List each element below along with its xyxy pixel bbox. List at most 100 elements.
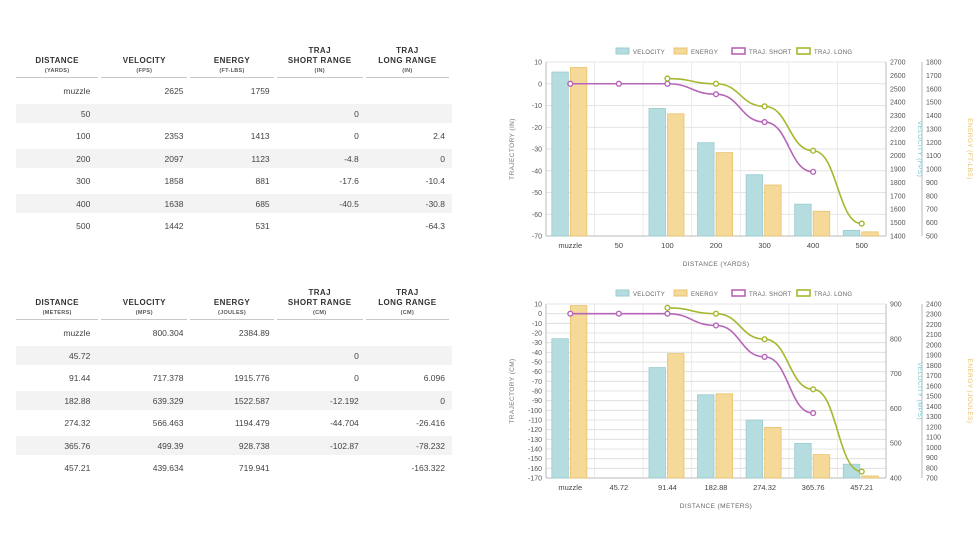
y3-axis-title: ENERGY (FT-LBS): [966, 118, 973, 180]
legend-swatch: [615, 47, 630, 55]
table-row: 274.32 566.463 1194.479 -44.704 -26.416: [16, 414, 452, 433]
traj-long-point: [712, 80, 720, 87]
table-cell: muzzle: [63, 328, 91, 338]
y-tick-label: -70: [532, 379, 542, 386]
traj-short-point: [712, 91, 720, 98]
y3-tick-label: 1200: [926, 140, 942, 147]
y3-tick-label: 500: [926, 234, 938, 241]
table-row: 50 0: [16, 104, 452, 123]
y-tick-label: 10: [534, 302, 542, 309]
x-tick-label: 274.32: [753, 483, 776, 492]
traj-long-point: [664, 304, 671, 311]
y3-axis-title: ENERGY (JOULES): [966, 359, 973, 424]
column-header: ENERGY (FT-LBS): [190, 44, 274, 78]
y-axis-title: TRAJECTORY (CM): [509, 358, 516, 423]
y2-axis-title: VELOCITY (MPS): [916, 362, 923, 420]
table-cell: -78.232: [416, 440, 445, 451]
x-tick-label: 365.76: [802, 483, 825, 492]
y-tick-label: -120: [528, 427, 542, 434]
legend-label: TRAJ. SHORT: [749, 50, 792, 56]
table-cell: 91.44: [69, 373, 91, 383]
table-row: 200 2097 1123 -4.8 0: [16, 149, 452, 168]
legend-item: ENERGY: [673, 289, 718, 298]
y3-tick-label: 1800: [926, 363, 942, 370]
table-cell: 274.32: [64, 418, 91, 428]
legend-swatch: [796, 47, 811, 55]
energy-bar: [715, 393, 733, 479]
traj-long-point: [810, 386, 817, 393]
y-tick-label: -40: [532, 350, 542, 357]
column-header-label: TRAJ LONG RANGE: [378, 288, 437, 307]
column-header-unit: (IN): [402, 68, 413, 74]
table-cell: 1858: [164, 176, 184, 186]
y2-tick-label: 900: [890, 302, 902, 309]
y3-tick-label: 900: [926, 455, 938, 462]
velocity-bar: [697, 142, 715, 237]
traj-long-point: [858, 468, 865, 475]
legend-label: TRAJ. SHORT: [749, 292, 792, 298]
y-tick-label: -80: [532, 389, 542, 396]
energy-bar: [861, 231, 879, 237]
table-cell: 182.88: [64, 395, 91, 406]
column-header: TRAJ SHORT RANGE (IN): [276, 44, 363, 78]
velocity-bar: [794, 443, 812, 479]
table-cell: 2097: [164, 153, 184, 164]
traj-short-point: [567, 310, 574, 317]
y3-tick-label: 1100: [926, 153, 941, 160]
velocity-bar: [648, 108, 666, 237]
x-tick-label: 50: [615, 241, 623, 250]
legend-label: VELOCITY: [633, 292, 665, 298]
y2-tick-label: 1800: [890, 180, 906, 187]
metric-ballistics-chart: VELOCITY ENERGY TRAJ. SHORT TRAJ. LONG 10 0 -1…: [509, 289, 973, 510]
column-header-label: TRAJ SHORT RANGE: [287, 288, 352, 307]
table-row: 100 2353 1413 0 2.4: [16, 127, 452, 146]
legend-swatch: [673, 289, 688, 297]
y2-tick-label: 2200: [890, 126, 906, 133]
traj-short-point: [664, 310, 671, 317]
traj-short-point: [664, 80, 671, 87]
traj-long-line: [667, 77, 862, 225]
velocity-bar: [697, 394, 715, 479]
table-cell: 1915.776: [234, 373, 270, 383]
y2-tick-label: 1500: [890, 220, 906, 227]
traj-long-point: [761, 103, 768, 110]
y3-tick-label: 1400: [926, 404, 942, 411]
column-header: TRAJ LONG RANGE (CM): [365, 286, 449, 320]
y-tick-label: -30: [532, 147, 542, 154]
table-cell: 2625: [164, 86, 184, 96]
y-tick-label: -60: [532, 212, 542, 219]
column-header-unit: (CM): [400, 310, 415, 316]
column-header: VELOCITY (FPS): [101, 44, 188, 78]
column-header: ENERGY (JOULES): [190, 286, 274, 320]
table-row: muzzle 800.304 2384.89: [16, 324, 452, 343]
legend-swatch: [796, 289, 811, 297]
column-header-unit: (METERS): [42, 310, 72, 316]
y2-tick-label: 1900: [890, 167, 906, 174]
y3-tick-label: 2300: [926, 312, 942, 319]
table-cell: 50: [80, 108, 91, 119]
y-tick-label: -170: [528, 476, 542, 483]
y2-tick-label: 2600: [890, 73, 906, 80]
y-tick-label: -70: [532, 234, 542, 241]
y-tick-label: -20: [532, 331, 542, 338]
traj-short-point: [810, 168, 817, 175]
y-tick-label: 0: [538, 81, 542, 88]
y3-tick-label: 2000: [926, 342, 942, 349]
y-tick-label: -100: [528, 408, 542, 415]
traj-long-line: [667, 306, 862, 473]
velocity-bar: [794, 203, 812, 237]
y-tick-label: -50: [532, 190, 542, 197]
table-cell: 300: [76, 176, 91, 186]
column-header-unit: (IN): [314, 68, 325, 74]
table-row: 182.88 639.329 1522.587 -12.192 0: [16, 391, 452, 410]
velocity-bar: [842, 229, 861, 237]
table-cell: -4.8: [344, 153, 359, 164]
y3-tick-label: 1500: [926, 394, 942, 401]
table-header: DISTANCE (YARDS) VELOCITY (FPS) ENERGY (FT-LB…: [16, 44, 452, 78]
table-cell: 6.096: [423, 373, 445, 383]
traj-short-point: [712, 322, 720, 329]
energy-bar: [667, 113, 685, 237]
y-axis-title: TRAJECTORY (IN): [509, 118, 516, 180]
y2-tick-label: 2300: [890, 113, 906, 120]
column-header: TRAJ LONG RANGE (IN): [365, 44, 449, 78]
